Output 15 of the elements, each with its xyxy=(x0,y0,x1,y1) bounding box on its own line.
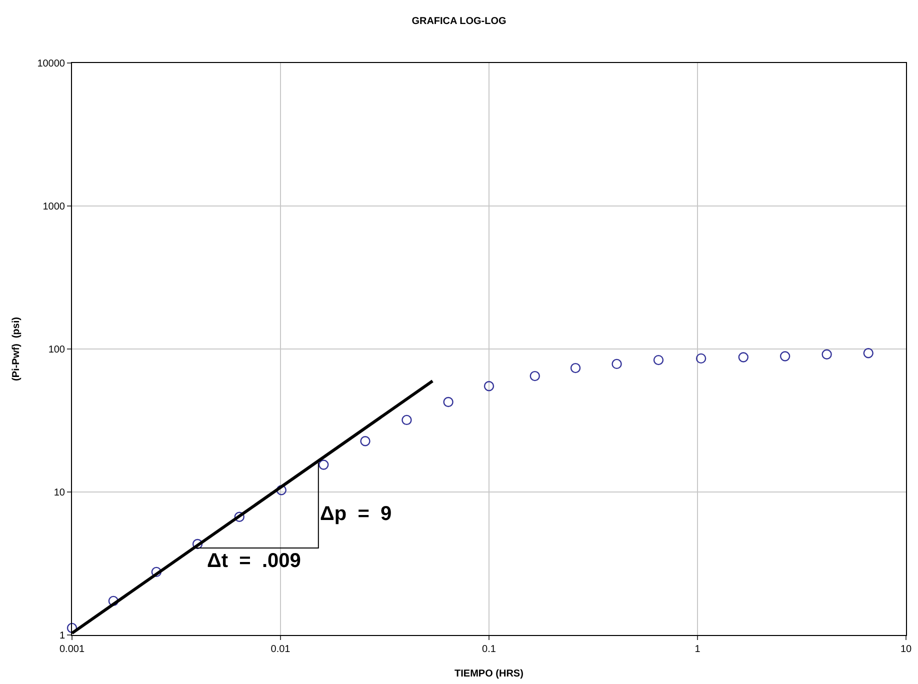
x-tick-label: 1 xyxy=(694,644,701,655)
y-tick-label: 10000 xyxy=(37,58,66,70)
y-tick-label: 100 xyxy=(48,344,66,356)
annotation: Δt = .009 xyxy=(207,550,301,572)
x-tick-label: 0.01 xyxy=(270,644,291,655)
chart-title: GRAFICA LOG-LOG xyxy=(412,16,507,28)
y-tick-label: 1000 xyxy=(42,202,66,212)
x-axis-title: TIEMPO (HRS) xyxy=(454,668,524,680)
y-tick-label: 10 xyxy=(54,488,66,498)
y-axis-title: (Pi-Pwf) (psi) xyxy=(11,317,22,381)
x-tick-label: 0.001 xyxy=(59,644,85,655)
annotation: Δp = 9 xyxy=(320,503,392,525)
x-tick-label: 0.1 xyxy=(482,644,496,655)
y-tick-label: 1 xyxy=(59,630,66,642)
x-tick-label: 10 xyxy=(900,644,912,655)
